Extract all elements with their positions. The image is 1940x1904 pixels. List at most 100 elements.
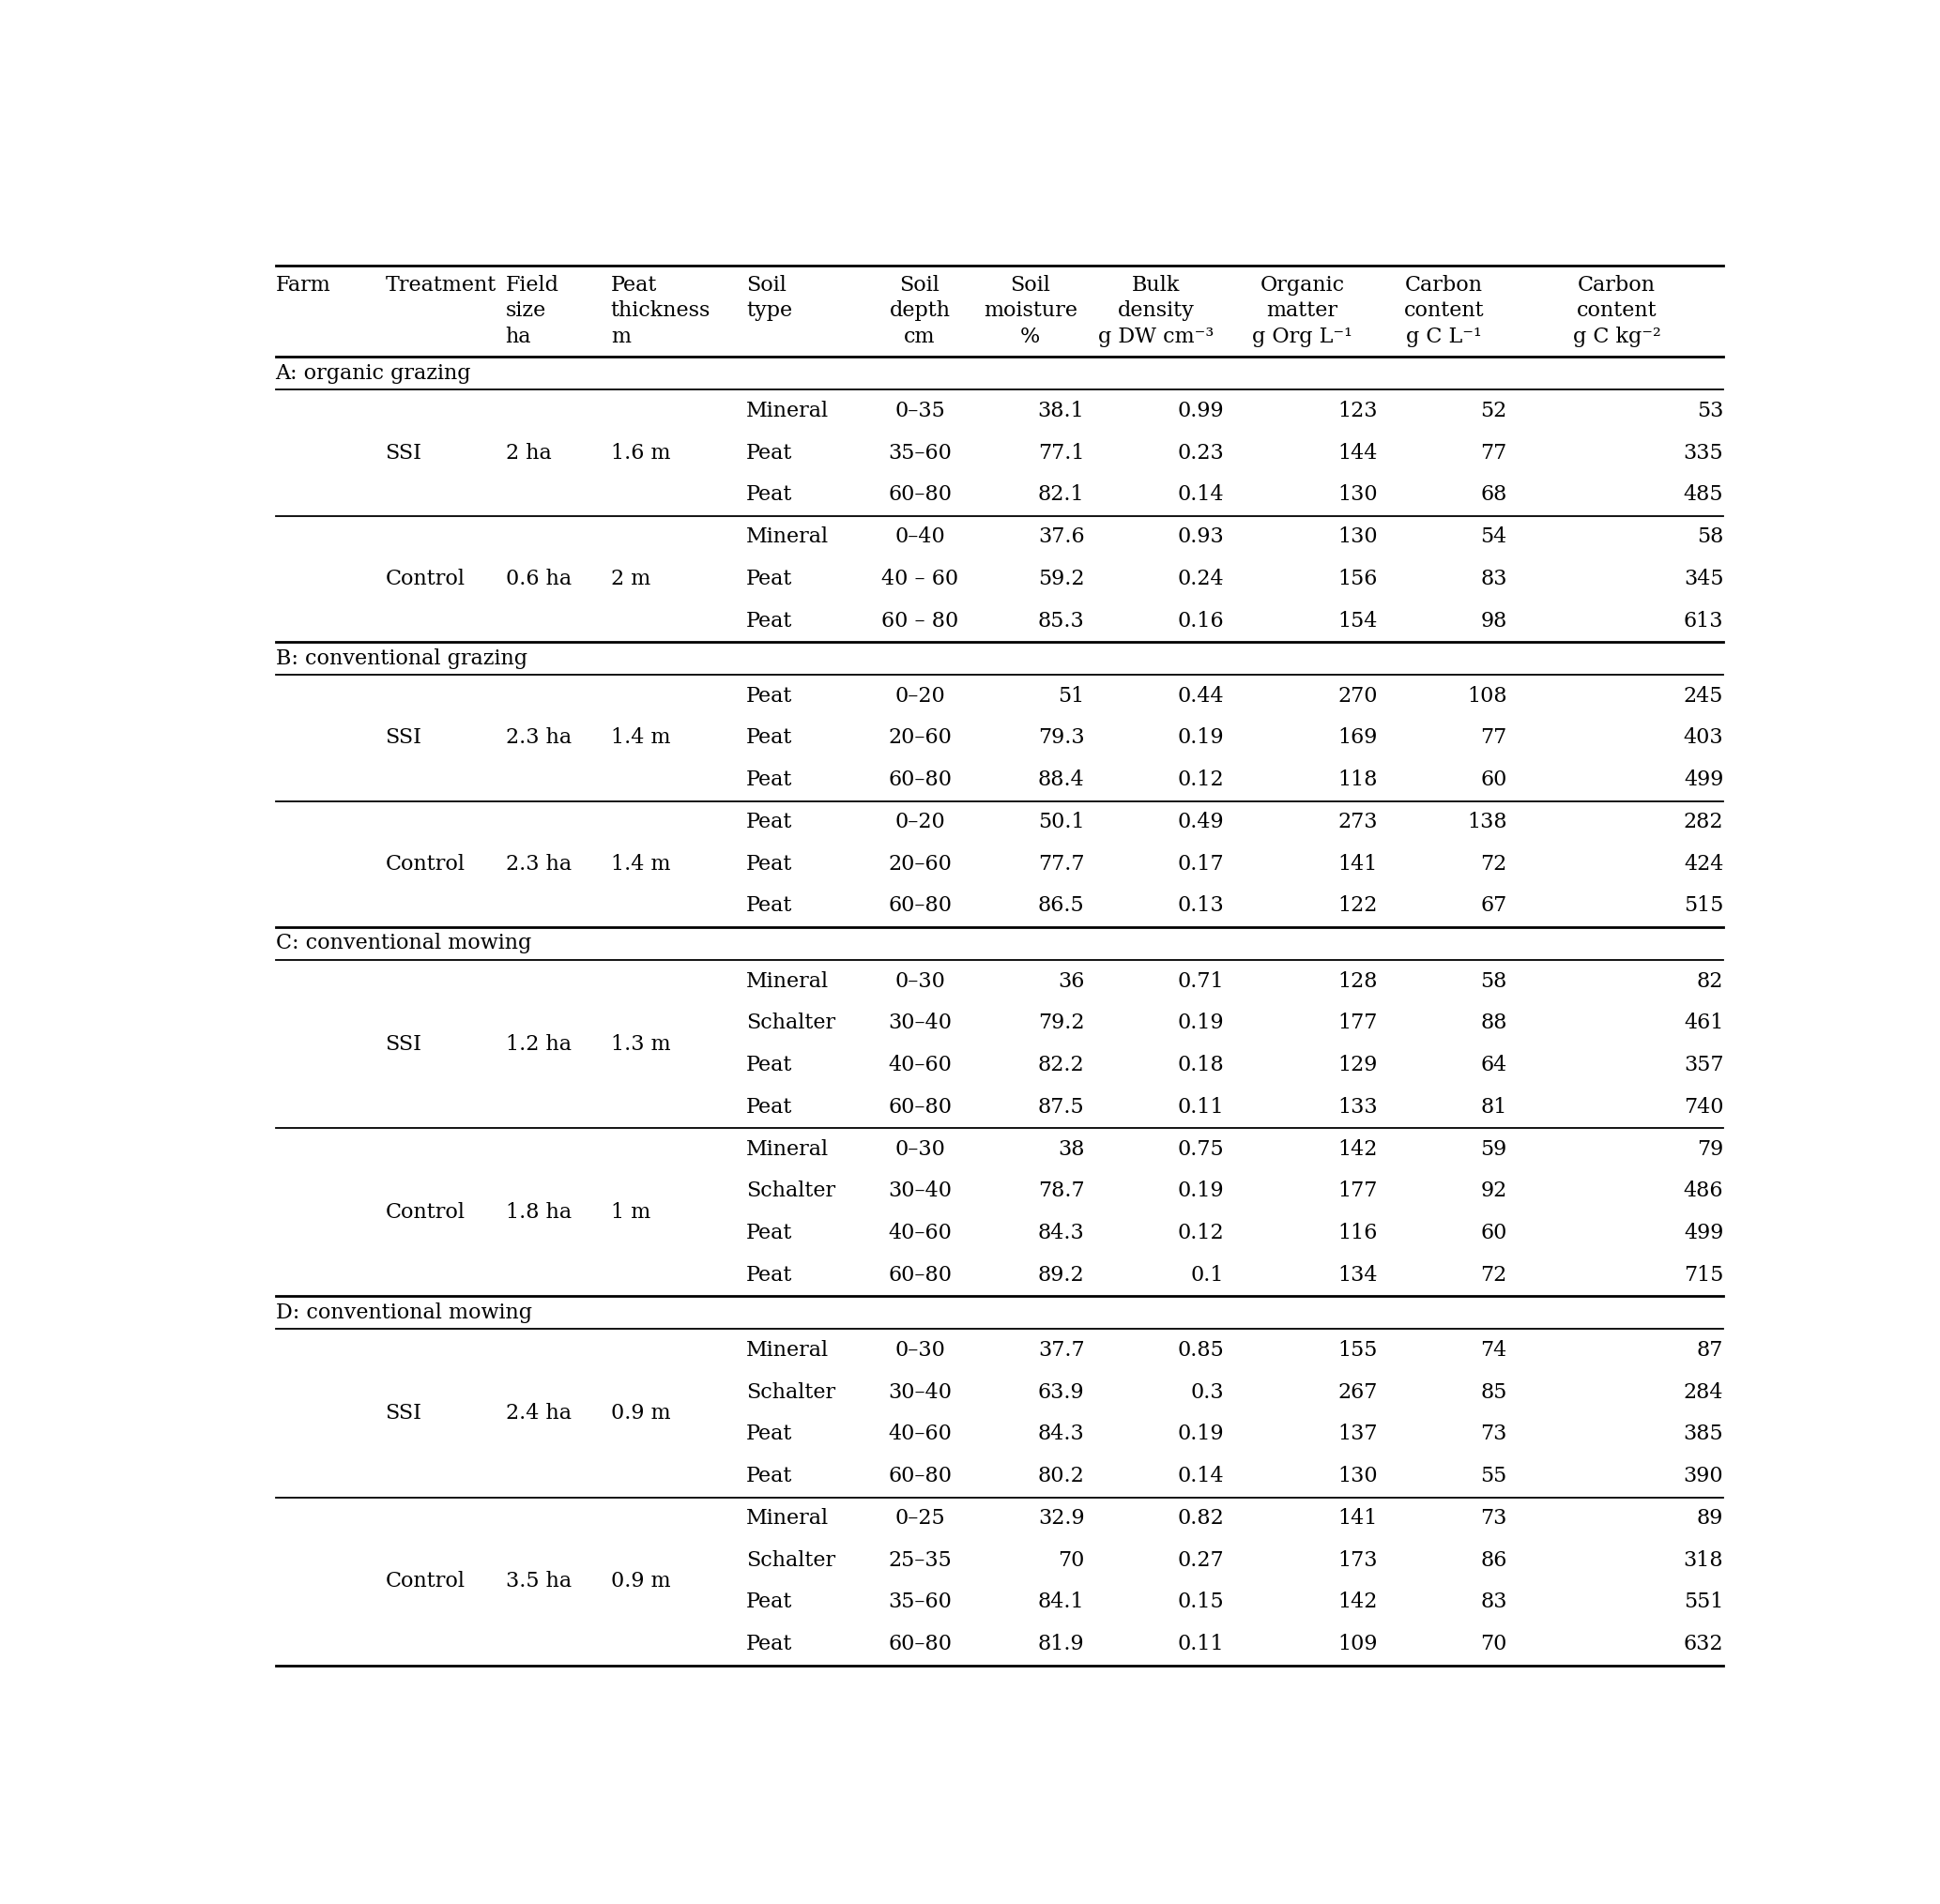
Text: 70: 70 (1057, 1550, 1084, 1571)
Text: Control: Control (386, 1201, 466, 1222)
Text: Peat: Peat (747, 569, 793, 588)
Text: 1.2 ha: 1.2 ha (506, 1034, 570, 1055)
Text: 82: 82 (1698, 971, 1723, 992)
Text: SSI: SSI (386, 442, 421, 463)
Text: g C L⁻¹: g C L⁻¹ (1406, 326, 1482, 347)
Text: Schalter: Schalter (747, 1180, 836, 1201)
Text: 0.6 ha: 0.6 ha (506, 569, 572, 588)
Text: 499: 499 (1684, 769, 1723, 790)
Text: 74: 74 (1480, 1340, 1507, 1361)
Text: Soil: Soil (747, 274, 786, 295)
Text: 92: 92 (1480, 1180, 1507, 1201)
Text: 55: 55 (1480, 1466, 1507, 1487)
Text: g DW cm⁻³: g DW cm⁻³ (1098, 326, 1214, 347)
Text: 60–80: 60–80 (889, 1466, 953, 1487)
Text: Peat: Peat (747, 811, 793, 832)
Text: size: size (506, 301, 547, 322)
Text: Mineral: Mineral (747, 1340, 828, 1361)
Text: 0.18: 0.18 (1178, 1055, 1224, 1076)
Text: Peat: Peat (611, 274, 658, 295)
Text: D: conventional mowing: D: conventional mowing (275, 1302, 532, 1323)
Text: 40–60: 40–60 (889, 1055, 953, 1076)
Text: 0.93: 0.93 (1178, 527, 1224, 546)
Text: 515: 515 (1684, 895, 1723, 916)
Text: 30–40: 30–40 (889, 1180, 953, 1201)
Text: 715: 715 (1684, 1264, 1723, 1285)
Text: 0.27: 0.27 (1178, 1550, 1224, 1571)
Text: 1.8 ha: 1.8 ha (506, 1201, 572, 1222)
Text: 80.2: 80.2 (1038, 1466, 1084, 1487)
Text: 35–60: 35–60 (889, 442, 953, 463)
Text: 0.75: 0.75 (1178, 1139, 1224, 1160)
Text: 0–40: 0–40 (894, 527, 945, 546)
Text: 60–80: 60–80 (889, 1097, 953, 1118)
Text: 60–80: 60–80 (889, 484, 953, 505)
Text: Carbon: Carbon (1577, 274, 1655, 295)
Text: 40–60: 40–60 (889, 1222, 953, 1243)
Text: 70: 70 (1480, 1634, 1507, 1655)
Text: 84.1: 84.1 (1038, 1592, 1084, 1613)
Text: B: conventional grazing: B: conventional grazing (275, 647, 528, 668)
Text: Mineral: Mineral (747, 527, 828, 546)
Text: 67: 67 (1480, 895, 1507, 916)
Text: 137: 137 (1339, 1424, 1377, 1445)
Text: 64: 64 (1480, 1055, 1507, 1076)
Text: matter: matter (1267, 301, 1339, 322)
Text: 0.99: 0.99 (1178, 400, 1224, 421)
Text: depth: depth (889, 301, 951, 322)
Text: Bulk: Bulk (1131, 274, 1180, 295)
Text: 73: 73 (1480, 1508, 1507, 1529)
Text: 36: 36 (1057, 971, 1084, 992)
Text: 0.71: 0.71 (1178, 971, 1224, 992)
Text: 345: 345 (1684, 569, 1723, 588)
Text: 30–40: 30–40 (889, 1013, 953, 1034)
Text: 129: 129 (1339, 1055, 1377, 1076)
Text: 485: 485 (1684, 484, 1723, 505)
Text: 0.3: 0.3 (1191, 1382, 1224, 1403)
Text: 0.13: 0.13 (1178, 895, 1224, 916)
Text: 122: 122 (1339, 895, 1377, 916)
Text: 0.9 m: 0.9 m (611, 1571, 671, 1592)
Text: 0.19: 0.19 (1178, 1424, 1224, 1445)
Text: 0.44: 0.44 (1178, 685, 1224, 706)
Text: 155: 155 (1339, 1340, 1377, 1361)
Text: g Org L⁻¹: g Org L⁻¹ (1251, 326, 1352, 347)
Text: 0.12: 0.12 (1178, 1222, 1224, 1243)
Text: 0.17: 0.17 (1178, 853, 1224, 874)
Text: 144: 144 (1339, 442, 1377, 463)
Text: 0.15: 0.15 (1178, 1592, 1224, 1613)
Text: Peat: Peat (747, 769, 793, 790)
Text: 173: 173 (1339, 1550, 1377, 1571)
Text: 83: 83 (1480, 569, 1507, 588)
Text: 79.3: 79.3 (1038, 727, 1084, 748)
Text: 98: 98 (1480, 611, 1507, 632)
Text: Mineral: Mineral (747, 1139, 828, 1160)
Text: 177: 177 (1339, 1013, 1377, 1034)
Text: 35–60: 35–60 (889, 1592, 953, 1613)
Text: 0.14: 0.14 (1178, 1466, 1224, 1487)
Text: Mineral: Mineral (747, 1508, 828, 1529)
Text: 270: 270 (1339, 685, 1377, 706)
Text: 284: 284 (1684, 1382, 1723, 1403)
Text: 0.19: 0.19 (1178, 1013, 1224, 1034)
Text: 87.5: 87.5 (1038, 1097, 1084, 1118)
Text: 30–40: 30–40 (889, 1382, 953, 1403)
Text: Schalter: Schalter (747, 1382, 836, 1403)
Text: 38.1: 38.1 (1038, 400, 1084, 421)
Text: 81: 81 (1480, 1097, 1507, 1118)
Text: 20–60: 20–60 (889, 853, 953, 874)
Text: 72: 72 (1480, 1264, 1507, 1285)
Text: 0.11: 0.11 (1178, 1097, 1224, 1118)
Text: 0.16: 0.16 (1178, 611, 1224, 632)
Text: C: conventional mowing: C: conventional mowing (275, 933, 532, 954)
Text: 130: 130 (1339, 484, 1377, 505)
Text: Mineral: Mineral (747, 971, 828, 992)
Text: 73: 73 (1480, 1424, 1507, 1445)
Text: 60–80: 60–80 (889, 1264, 953, 1285)
Text: 128: 128 (1339, 971, 1377, 992)
Text: Field: Field (506, 274, 559, 295)
Text: 123: 123 (1339, 400, 1377, 421)
Text: 84.3: 84.3 (1038, 1424, 1084, 1445)
Text: 79: 79 (1698, 1139, 1723, 1160)
Text: Carbon: Carbon (1405, 274, 1482, 295)
